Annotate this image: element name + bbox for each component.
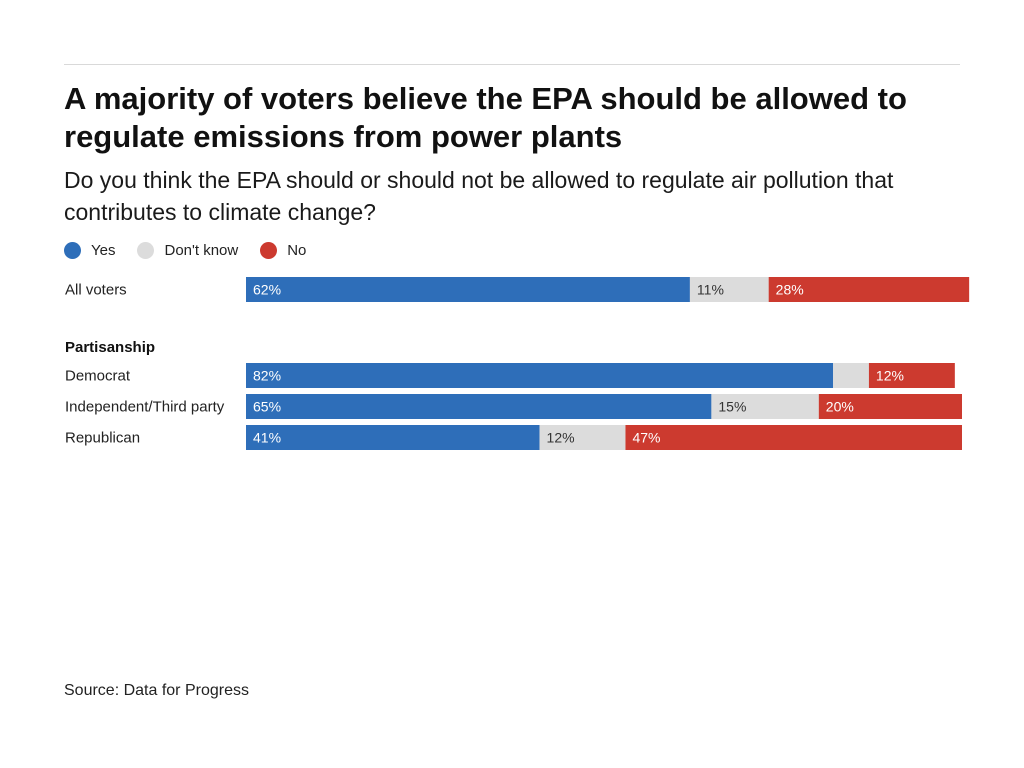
row-label-republican: Republican	[65, 430, 140, 447]
legend-label-dont-know: Don't know	[164, 241, 239, 259]
value-label-all-voters-yes: 62%	[253, 282, 281, 298]
legend-label-no: No	[287, 241, 307, 259]
value-label-democrat-no: 12%	[876, 368, 904, 384]
legend: Yes Don't know No	[64, 240, 328, 260]
legend-swatch-dont-know	[137, 241, 155, 259]
chart-subtitle: Do you think the EPA should or should no…	[64, 167, 894, 225]
source-note: Source: Data for Progress	[64, 682, 249, 699]
row-label-independent-third-party: Independent/Third party	[65, 399, 225, 416]
legend-item-dont-know: Don't know	[137, 241, 239, 259]
value-label-independent-third-party-dont-know: 15%	[718, 399, 746, 415]
bar-independent-third-party-dont-know	[711, 394, 819, 419]
bar-all-voters-no	[768, 277, 970, 302]
bar-democrat-dont-know	[833, 363, 869, 388]
value-label-republican-dont-know: 12%	[547, 430, 575, 446]
bar-democrat-no	[868, 363, 955, 388]
row-label-democrat: Democrat	[65, 368, 131, 385]
group-heading-partisanship: Partisanship	[65, 339, 155, 356]
bar-republican-no	[625, 425, 962, 450]
top-divider	[64, 64, 960, 65]
value-label-democrat-yes: 82%	[253, 368, 281, 384]
legend-item-no: No	[260, 241, 307, 259]
value-label-republican-no: 47%	[632, 430, 660, 446]
row-label-all-voters: All voters	[65, 282, 127, 299]
stacked-bar-chart: All voters 62% 11% 28% Partisanship Democrat 8…	[65, 277, 970, 450]
value-label-independent-third-party-no: 20%	[826, 399, 854, 415]
bar-republican-yes	[246, 425, 540, 450]
bar-all-voters-dont-know	[689, 277, 769, 302]
value-label-independent-third-party-yes: 65%	[253, 399, 281, 415]
legend-item-yes: Yes	[64, 241, 116, 259]
legend-swatch-yes	[64, 241, 81, 259]
bar-democrat-yes	[246, 363, 834, 388]
bar-independent-third-party-yes	[246, 394, 712, 419]
legend-label-yes: Yes	[91, 241, 116, 259]
value-label-all-voters-dont-know: 11%	[697, 282, 724, 298]
value-label-republican-yes: 41%	[253, 430, 281, 446]
bar-republican-dont-know	[539, 425, 626, 450]
chart-title: A majority of voters believe the EPA sho…	[64, 81, 907, 154]
bar-all-voters-yes	[246, 277, 690, 302]
bar-independent-third-party-no	[818, 394, 962, 419]
value-label-all-voters-no: 28%	[776, 282, 804, 298]
legend-swatch-no	[260, 241, 278, 259]
